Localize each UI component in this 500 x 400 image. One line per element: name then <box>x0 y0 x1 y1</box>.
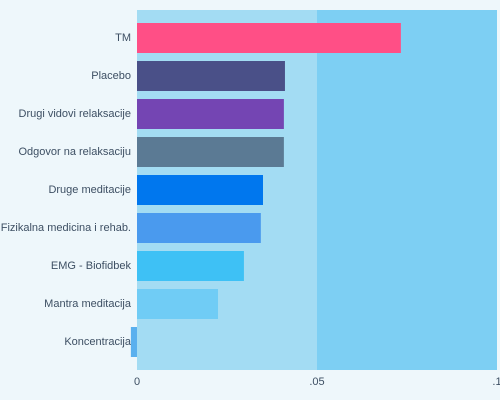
y-tick-label: EMG - Biofidbek <box>51 260 132 272</box>
bar <box>137 61 285 91</box>
y-tick-label: Odgovor na relaksaciju <box>18 146 131 158</box>
y-tick-label: Druge meditacije <box>48 184 131 196</box>
x-tick-label: 0 <box>134 376 140 388</box>
y-tick-label: Drugi vidovi relaksacije <box>19 108 132 120</box>
plot-band <box>317 10 497 370</box>
y-tick-label: Placebo <box>91 70 131 82</box>
x-tick-label: .1 <box>492 376 500 388</box>
bar <box>130 327 137 357</box>
bar <box>137 23 401 53</box>
bar <box>137 99 284 129</box>
y-tick-label: Mantra meditacija <box>44 298 132 310</box>
bar <box>137 213 261 243</box>
y-tick-label: TM <box>115 32 131 44</box>
y-tick-label: Fizikalna medicina i rehab. <box>1 222 131 234</box>
x-tick-label: .05 <box>309 376 324 388</box>
bar <box>137 137 284 167</box>
y-tick-label: Koncentracija <box>64 336 132 348</box>
bar <box>137 175 263 205</box>
bar <box>137 251 244 281</box>
bar <box>137 289 218 319</box>
